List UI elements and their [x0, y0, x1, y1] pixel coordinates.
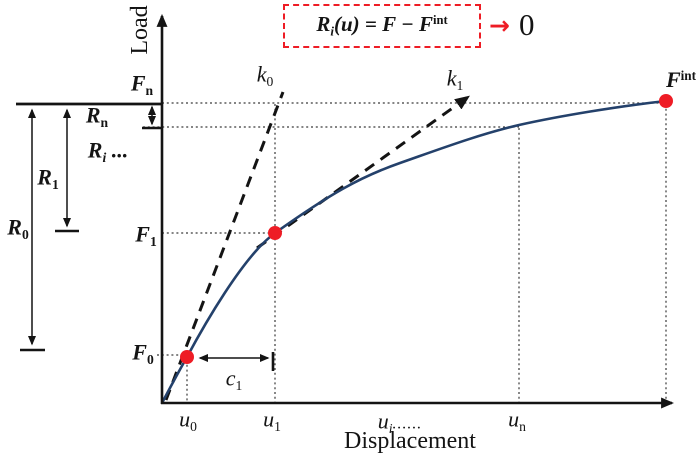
label-r-n: Rn	[85, 102, 109, 131]
c1-increment	[198, 352, 275, 371]
tangent-lines	[164, 91, 470, 401]
residual-arrows	[20, 105, 162, 352]
label-u-1: u1	[263, 406, 281, 435]
residual-formula-box: Ri(u) = F − Fint	[283, 4, 481, 48]
residual-formula: Ri(u) = F − Fint	[316, 12, 448, 39]
label-f-int: Fint	[665, 67, 697, 93]
label-r-1: R1	[37, 164, 59, 193]
point-u1-f1	[268, 226, 282, 240]
label-f-1: F1	[135, 221, 157, 250]
label-f-0: F0	[132, 339, 154, 368]
solution-points	[180, 94, 673, 364]
label-k-0: k0	[256, 61, 274, 90]
k0-tangent-line	[164, 91, 285, 401]
label-c-1: c1	[225, 365, 243, 394]
label-u-0: u0	[179, 406, 197, 435]
limit-target: 0	[518, 7, 535, 42]
label-r-0: R0	[7, 214, 29, 243]
axes	[156, 13, 675, 409]
x-axis-label: Displacement	[344, 428, 476, 454]
label-r-i: Ri ...	[87, 137, 129, 166]
point-u0-f0	[180, 350, 194, 364]
label-f-n: Fn	[130, 70, 154, 99]
formula-limit: → 0	[489, 4, 534, 46]
guide-lines	[143, 102, 667, 402]
k1-tangent-line	[256, 95, 470, 250]
point-f-int	[659, 94, 673, 108]
label-u-n: un	[508, 406, 526, 435]
limit-arrow-icon: →	[489, 10, 510, 40]
label-k-1: k1	[446, 65, 464, 94]
label-u-i: ui......	[377, 408, 423, 437]
y-axis-label: Load	[127, 5, 153, 55]
